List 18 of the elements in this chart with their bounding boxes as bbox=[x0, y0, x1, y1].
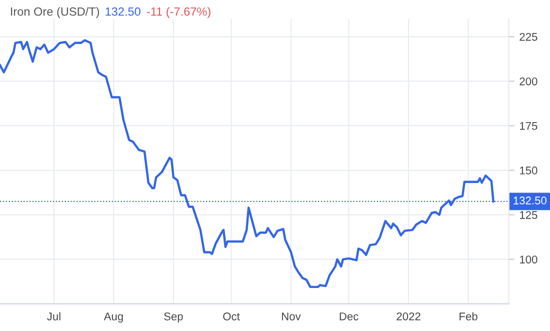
x-tick-label: Oct bbox=[223, 312, 240, 320]
ref-line-label: 132.50 bbox=[514, 196, 546, 204]
x-tick-label: Dec bbox=[340, 312, 358, 320]
y-tick-label: 175 bbox=[520, 122, 538, 130]
x-tick-label: Sep bbox=[164, 312, 183, 323]
text: -11 (-7.67%) bbox=[146, 7, 210, 18]
y-tick-label: 225 bbox=[520, 32, 538, 41]
x-tick-label: 2022 bbox=[396, 312, 420, 320]
y-tick-label: 125 bbox=[520, 211, 538, 219]
y-tick-label: 150 bbox=[520, 166, 538, 174]
x-tick-label: Jul bbox=[47, 312, 60, 320]
x-tick-label: Nov bbox=[282, 312, 301, 320]
chart-title: Iron Ore (USD/T) bbox=[10, 7, 100, 18]
text: 132.50 bbox=[106, 7, 140, 16]
x-tick-label: Feb bbox=[460, 312, 478, 320]
y-tick-label: 100 bbox=[520, 256, 538, 264]
x-tick-label: Aug bbox=[104, 312, 123, 323]
y-tick-label: 200 bbox=[520, 77, 538, 86]
